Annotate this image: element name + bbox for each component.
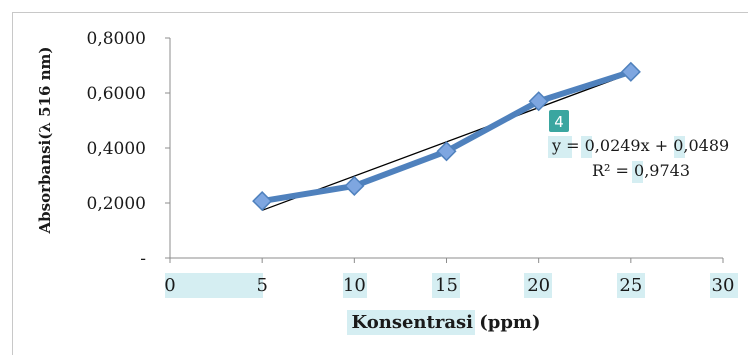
x-tick-label: 5 <box>256 275 267 296</box>
x-axis-label-main: Konsentrasi <box>352 312 474 333</box>
data-point-marker <box>252 191 273 212</box>
data-point-marker <box>620 61 641 82</box>
y-tick-label: 0,8000 <box>87 29 146 49</box>
x-axis-label: Konsentrasi (ppm) <box>352 312 541 333</box>
y-axis-label: Absorbansi(λ 516 nm) <box>36 47 54 235</box>
x-tick-label: 0 <box>164 275 175 296</box>
y-tick-label: 0,6000 <box>87 84 146 104</box>
x-tick-label: 20 <box>527 275 550 296</box>
data-point-marker <box>528 91 549 112</box>
annotation-badge <box>549 110 569 132</box>
x-tick-label: 25 <box>619 275 642 296</box>
x-axis-label-unit: (ppm) <box>473 312 541 333</box>
annotation-badge-label: 4 <box>554 113 564 131</box>
label-highlight <box>343 273 367 298</box>
label-highlight <box>548 136 572 158</box>
x-tick-label: 30 <box>712 275 735 296</box>
label-highlight <box>581 136 592 158</box>
label-highlight <box>347 310 475 335</box>
label-highlight <box>524 273 552 298</box>
chart-frame <box>12 12 748 355</box>
label-highlight <box>632 161 643 183</box>
trendline-r-squared: R² = 0,9743 <box>592 161 690 180</box>
data-point-marker <box>436 141 457 162</box>
y-tick-label: - <box>140 249 146 269</box>
y-tick-label: 0,2000 <box>87 194 146 214</box>
x-tick-label: 15 <box>435 275 458 296</box>
trendline-equation: y = 0,0249x + 0,0489 <box>551 136 729 155</box>
label-highlight <box>432 273 460 298</box>
x-tick-label: 10 <box>343 275 366 296</box>
label-highlight <box>710 273 738 298</box>
label-highlight <box>617 273 645 298</box>
data-point-marker <box>344 175 365 197</box>
label-highlight <box>674 136 685 158</box>
label-highlight <box>165 273 263 298</box>
y-tick-label: 0,4000 <box>87 139 146 159</box>
